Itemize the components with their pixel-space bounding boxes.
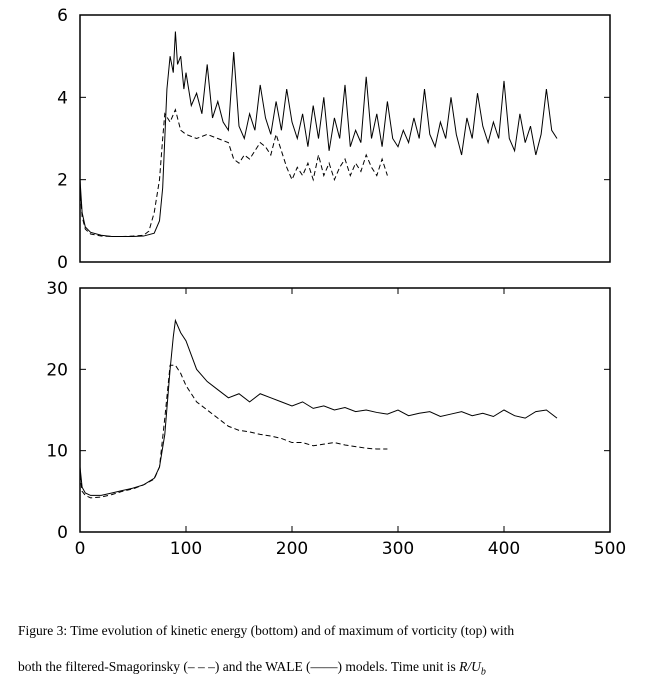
y-tick-label: 10	[46, 442, 68, 462]
caption-math-sub: b	[480, 666, 486, 678]
x-tick-label: 100	[170, 539, 202, 559]
caption-line: both the filtered-Smagorinsky (– – –) an…	[18, 659, 486, 678]
caption-line: Figure 3: Time evolution of kinetic ener…	[18, 623, 515, 638]
x-tick-label: 500	[594, 539, 626, 559]
y-tick-label: 0	[57, 253, 68, 273]
caption-text: both the filtered-Smagorinsky (– – –) an…	[18, 659, 460, 674]
x-tick-label: 300	[382, 539, 414, 559]
data-line	[79, 364, 388, 499]
plot-frame	[79, 14, 611, 263]
y-tick-label: 30	[46, 279, 68, 299]
data-line	[79, 318, 558, 496]
x-tick-label: 400	[488, 539, 520, 559]
data-line	[79, 31, 558, 237]
y-tick-label: 20	[46, 360, 68, 380]
x-tick-label: 0	[75, 539, 86, 559]
y-tick-label: 6	[57, 6, 68, 26]
y-tick-label: 2	[57, 171, 68, 191]
x-tick-label: 200	[276, 539, 308, 559]
plot-frame	[79, 287, 611, 533]
y-tick-label: 4	[57, 88, 68, 108]
y-tick-label: 0	[57, 523, 68, 543]
data-line	[79, 108, 388, 237]
caption-math: R/U	[459, 659, 481, 674]
